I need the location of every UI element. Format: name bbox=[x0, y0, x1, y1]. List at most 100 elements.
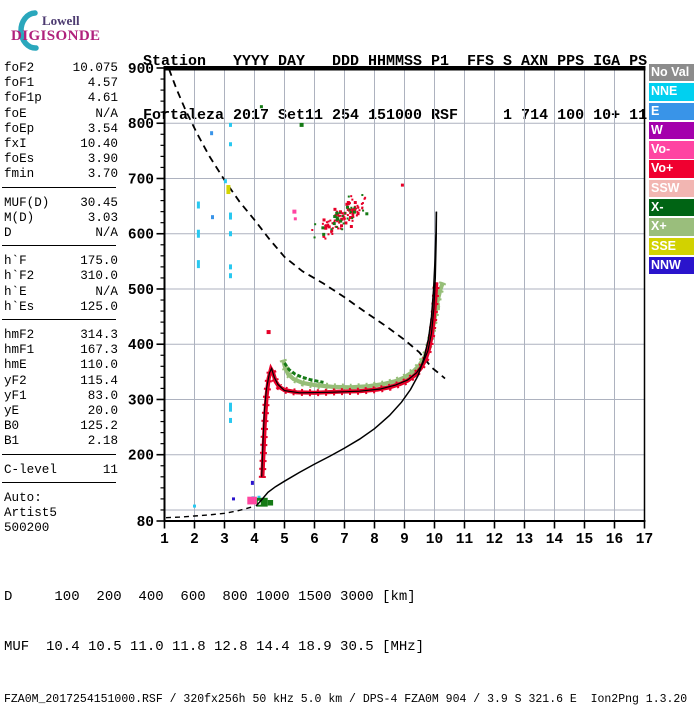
param-value: 175.0 bbox=[80, 254, 118, 269]
spread-f-dot bbox=[322, 232, 326, 236]
spread-f-dot bbox=[350, 195, 353, 198]
spread-f-dot bbox=[351, 212, 354, 215]
spread-f-dot bbox=[321, 226, 325, 230]
echo-speck bbox=[293, 217, 297, 221]
x-axis-label: 10 bbox=[426, 532, 443, 548]
spread-f-dot bbox=[352, 215, 355, 218]
spread-f-dot bbox=[332, 222, 336, 226]
param-value: 110.0 bbox=[80, 358, 118, 373]
param-separator bbox=[2, 245, 116, 247]
echo-speck bbox=[210, 131, 214, 136]
param-row: D N/A bbox=[4, 226, 118, 241]
spread-f-dot bbox=[348, 201, 351, 204]
distance-row: D 100 200 400 600 800 1000 1500 3000 [km… bbox=[4, 589, 416, 605]
legend-item-noval: No Val bbox=[649, 64, 694, 82]
spread-f-dot bbox=[352, 214, 355, 217]
spread-f-dot bbox=[356, 204, 359, 207]
spread-f-dot bbox=[327, 220, 330, 223]
param-row: M(D) 3.03 bbox=[4, 211, 118, 226]
echo-speck bbox=[229, 142, 232, 147]
spread-f-dot bbox=[350, 208, 353, 211]
autoscaling-info: Auto: Artist5 500200 bbox=[4, 491, 118, 537]
y-axis-label: 900 bbox=[128, 62, 154, 78]
spread-f-dot bbox=[313, 236, 316, 239]
es-layer-block bbox=[247, 496, 257, 505]
y-axis-label: 200 bbox=[128, 449, 154, 465]
autoscaling-line: Auto: bbox=[4, 490, 42, 505]
spread-f-dot bbox=[339, 227, 342, 230]
echo-speck bbox=[229, 273, 232, 279]
param-row: C-level 11 bbox=[4, 463, 118, 478]
spread-f-dot bbox=[358, 209, 361, 212]
x-axis-label: 8 bbox=[370, 532, 379, 548]
x-axis-label: 2 bbox=[190, 532, 199, 548]
spread-f-dot bbox=[331, 227, 334, 230]
spread-f-dot bbox=[331, 222, 334, 225]
param-separator bbox=[2, 319, 116, 321]
es-layer-block bbox=[256, 497, 268, 507]
spread-f-dot bbox=[323, 227, 326, 230]
spread-f-dot bbox=[351, 198, 354, 201]
param-value: N/A bbox=[95, 226, 118, 241]
spread-f-dot bbox=[335, 216, 339, 220]
spread-f-dot bbox=[333, 219, 336, 222]
spread-f-dot bbox=[339, 214, 342, 217]
spread-f-dot bbox=[340, 224, 344, 228]
spread-f-dot bbox=[351, 217, 354, 220]
param-label: foF1p bbox=[4, 91, 42, 106]
spread-f-dot bbox=[329, 219, 332, 222]
y-axis-label: 500 bbox=[128, 283, 154, 299]
spread-f-dot bbox=[357, 212, 360, 215]
echo-speck bbox=[196, 229, 200, 238]
spread-f-dot bbox=[327, 233, 330, 236]
spread-f-dot bbox=[330, 228, 333, 231]
spread-f-dot bbox=[355, 214, 358, 217]
spread-f-dot bbox=[337, 218, 340, 221]
spread-f-dot bbox=[344, 212, 347, 215]
param-label: yE bbox=[4, 404, 20, 419]
spread-f-dot bbox=[341, 212, 344, 215]
spread-f-dot bbox=[363, 197, 366, 200]
echo-speck bbox=[259, 105, 263, 109]
spread-f-dot bbox=[333, 207, 337, 211]
param-row: foE N/A bbox=[4, 107, 118, 122]
spread-f-dot bbox=[337, 227, 340, 230]
y-axis-label: 400 bbox=[128, 338, 154, 354]
spread-f-dot bbox=[339, 219, 343, 223]
echo-speck bbox=[196, 201, 200, 209]
param-value: 10.075 bbox=[72, 61, 118, 75]
echo-direction-legend: No Val NNE E W Vo- Vo+ SSW X- X+ SSE NNW bbox=[649, 64, 694, 276]
spread-f-dot bbox=[333, 221, 336, 224]
legend-item-e: E bbox=[649, 102, 694, 120]
echo-speck bbox=[257, 495, 261, 499]
true-height-profile bbox=[255, 211, 438, 507]
x-axis-label: 1 bbox=[160, 532, 169, 548]
param-value: 125.2 bbox=[80, 419, 118, 434]
status-line: FZA0M_2017254151000.RSF / 320fx256h 50 k… bbox=[4, 692, 688, 706]
es-layer-block bbox=[267, 500, 274, 506]
param-label: yF2 bbox=[4, 373, 27, 388]
spread-f-dot bbox=[346, 214, 349, 217]
param-row: fxI 10.40 bbox=[4, 137, 118, 152]
spread-f-dot bbox=[314, 223, 317, 226]
y-axis-label: 300 bbox=[128, 393, 154, 409]
x-axis-label: 15 bbox=[576, 532, 593, 548]
x-axis-label: 14 bbox=[546, 532, 564, 548]
logo-text-lowell: Lowell bbox=[42, 13, 80, 28]
echo-speck bbox=[229, 417, 232, 423]
spread-f-dot bbox=[361, 202, 364, 205]
param-row: hmF1 167.3 bbox=[4, 343, 118, 358]
x-axis-label: 16 bbox=[606, 532, 623, 548]
x-axis-label: 6 bbox=[310, 532, 319, 548]
header-columns-row: Station YYYY DAY DDD HHMMSS P1 FFS S AXN… bbox=[143, 53, 648, 70]
plot-border-top bbox=[163, 66, 646, 71]
param-label: foEs bbox=[4, 152, 35, 167]
spread-f-dot bbox=[335, 219, 338, 222]
y-axis-label: 80 bbox=[137, 515, 154, 531]
param-row: hmE 110.0 bbox=[4, 358, 118, 373]
echo-speck bbox=[229, 122, 232, 127]
y-axis-label: 800 bbox=[128, 117, 154, 133]
param-row: yF2 115.4 bbox=[4, 374, 118, 389]
param-value: 20.0 bbox=[87, 404, 118, 419]
echo-speck bbox=[400, 183, 404, 187]
